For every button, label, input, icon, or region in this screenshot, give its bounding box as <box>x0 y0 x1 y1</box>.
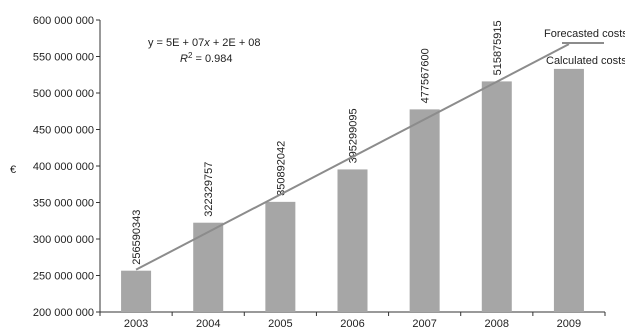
bar <box>121 270 152 312</box>
bar-data-label: 350892042 <box>275 141 287 196</box>
x-tick-label: 2003 <box>124 318 148 329</box>
bar <box>553 68 584 312</box>
x-tick-label: 2004 <box>196 318 220 329</box>
y-tick-label: 450 000 000 <box>33 125 94 137</box>
bar <box>409 109 440 313</box>
legend: Forecasted costs Calculated costs <box>544 28 625 67</box>
y-tick-label: 300 000 000 <box>33 234 94 246</box>
bars <box>121 68 584 313</box>
y-tick-label: 600 000 000 <box>33 15 94 27</box>
equation-annotation: y = 5E + 07x + 2E + 08 R2 = 0.984 <box>148 37 261 65</box>
bar-data-label: 256590343 <box>131 210 143 265</box>
legend-forecasted-label: Forecasted costs <box>544 28 625 40</box>
bar-data-label: 395299095 <box>348 108 360 163</box>
x-tick-label: 2006 <box>340 318 364 329</box>
bar <box>481 81 512 312</box>
x-tick-label: 2009 <box>557 318 581 329</box>
x-axis: 2003 2004 2005 2006 2007 2008 2009 <box>99 311 606 329</box>
y-tick-label: 200 000 000 <box>33 307 94 319</box>
bar-data-label: 477567600 <box>420 48 432 103</box>
trendline-line <box>135 43 570 271</box>
equation-line-1: y = 5E + 07x + 2E + 08 <box>148 37 261 49</box>
y-tick-label: 400 000 000 <box>33 161 94 173</box>
trendline <box>135 43 570 271</box>
data-labels: 256590343 322329757 350892042 395299095 4775… <box>131 20 504 264</box>
x-tick-label: 2008 <box>485 318 509 329</box>
y-tick-label: 350 000 000 <box>33 198 94 210</box>
bar <box>193 222 224 312</box>
legend-calculated-label: Calculated costs <box>546 55 625 67</box>
equation-line-2: R2 = 0.984 <box>180 51 232 66</box>
bar-data-label: 322329757 <box>203 162 215 217</box>
y-axis: 200 000 000 250 000 000 300 000 000 350 000… <box>33 15 101 319</box>
bar <box>337 169 368 312</box>
y-axis-title: € <box>10 164 16 176</box>
y-tick-label: 250 000 000 <box>33 271 94 283</box>
x-tick-label: 2007 <box>412 318 436 329</box>
y-tick-label: 550 000 000 <box>33 52 94 64</box>
bar-data-label: 515875915 <box>492 20 504 75</box>
bar <box>265 201 296 312</box>
y-tick-label: 500 000 000 <box>33 88 94 100</box>
x-tick-label: 2005 <box>268 318 292 329</box>
